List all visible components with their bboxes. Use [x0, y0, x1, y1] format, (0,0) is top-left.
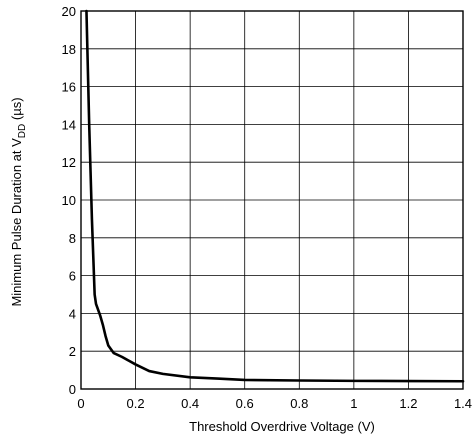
x-tick-label: 0.4: [181, 396, 199, 411]
series-layer: [85, 9, 465, 383]
y-tick-labels: 0 2 4 6 8 10 12 14 16 18 20: [62, 4, 76, 397]
y-tick-label: 2: [69, 344, 76, 359]
y-tick-label: 6: [69, 269, 76, 284]
x-tick-label: 0.2: [127, 396, 145, 411]
grid: [80, 10, 464, 390]
x-tick-labels: 0 0.2 0.4 0.6 0.8 1 1.2 1.4: [77, 396, 472, 411]
y-tick-label: 12: [62, 155, 76, 170]
x-tick-label: 1.2: [399, 396, 417, 411]
y-tick-label: 8: [69, 231, 76, 246]
y-tick-label: 20: [62, 4, 76, 19]
x-tick-label: 0.6: [236, 396, 254, 411]
y-axis-title-main: Minimum Pulse Duration at V: [9, 138, 24, 307]
plot-frame: [80, 10, 464, 390]
y-axis-title-subscript: DD: [17, 124, 28, 138]
y-tick-label: 4: [69, 306, 76, 321]
x-tick-label: 0: [77, 396, 84, 411]
y-tick-label: 10: [62, 193, 76, 208]
y-tick-label: 16: [62, 80, 76, 95]
y-tick-label: 18: [62, 42, 76, 57]
x-tick-label: 1: [350, 396, 357, 411]
x-tick-label: 0.8: [290, 396, 308, 411]
series-line: [85, 9, 465, 383]
y-axis-title-unit: (µs): [9, 97, 24, 123]
x-axis-title: Threshold Overdrive Voltage (V): [189, 419, 375, 434]
y-tick-label: 14: [62, 117, 76, 132]
x-tick-label: 1.4: [454, 396, 472, 411]
y-axis-title: Minimum Pulse Duration at VDD (µs): [9, 97, 28, 306]
y-tick-label: 0: [69, 382, 76, 397]
